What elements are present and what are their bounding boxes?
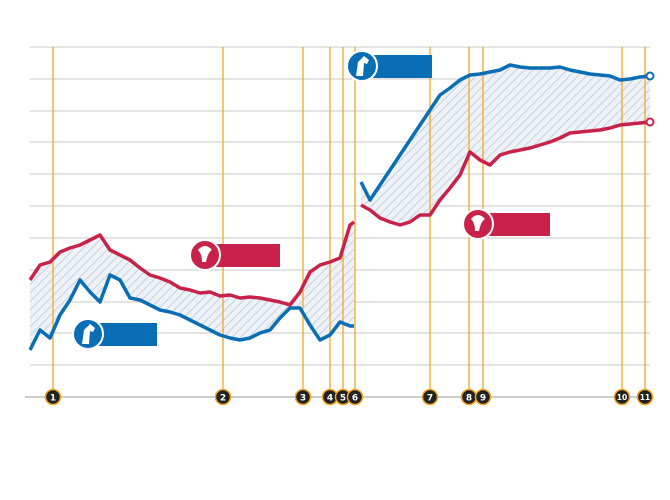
event-marker (294, 388, 312, 406)
event-marker (613, 388, 631, 406)
event-marker (44, 388, 62, 406)
line-series (28, 120, 651, 307)
event-marker (474, 388, 492, 406)
event-label: 2 (220, 394, 226, 404)
label-red-2 (462, 208, 550, 240)
event-marker (346, 388, 364, 406)
end-marker (645, 117, 655, 127)
event-label: 11 (640, 393, 650, 402)
event-marker (214, 388, 232, 406)
event-marker (421, 388, 439, 406)
event-label: 5 (340, 394, 346, 404)
event-label: 6 (352, 394, 358, 404)
label-blue-1 (72, 318, 157, 350)
event-label: 9 (480, 394, 486, 404)
event-marker (636, 388, 654, 406)
end-marker (645, 71, 655, 81)
label-red-1 (189, 239, 280, 271)
event-label: 3 (300, 394, 306, 404)
hatched-band (30, 222, 354, 350)
event-label: 7 (427, 394, 433, 404)
event-label: 1 (50, 394, 56, 404)
event-label: 4 (327, 394, 333, 404)
label-blue-2 (346, 50, 432, 82)
hatched-band (361, 65, 650, 225)
event-label: 10 (617, 393, 627, 402)
event-label: 8 (466, 394, 472, 404)
line-series (28, 63, 651, 351)
